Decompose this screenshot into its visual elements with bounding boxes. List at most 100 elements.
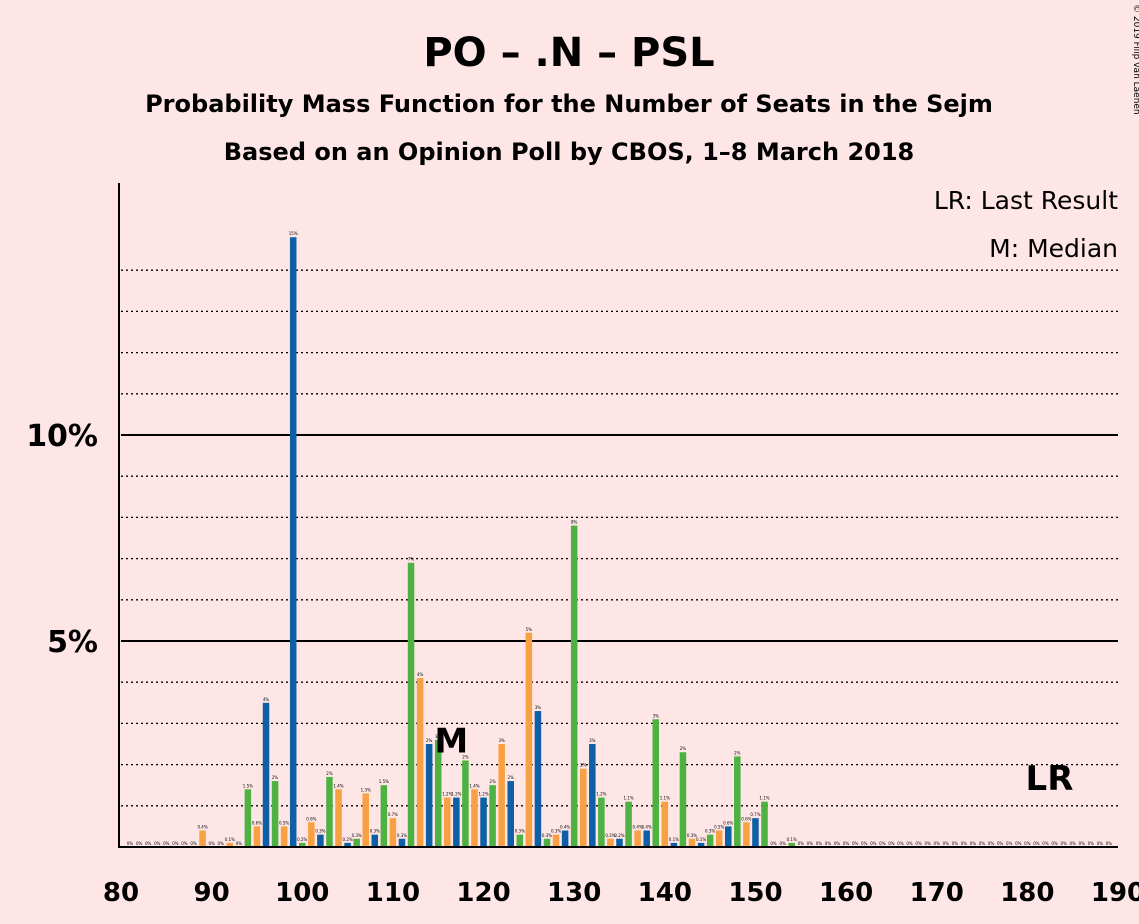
seat-bar — [471, 789, 478, 847]
bar-value-label: 0.2% — [614, 833, 624, 838]
bar-value-label: 0% — [906, 841, 913, 846]
bar-value-label: 0.5% — [714, 825, 724, 830]
x-tick-label: 170 — [910, 878, 964, 908]
legend-median: M: Median — [989, 234, 1118, 263]
bar-value-label: 5% — [526, 627, 533, 632]
seat-bar — [616, 838, 623, 847]
bar-value-label: 0.3% — [551, 829, 561, 834]
bar-value-label: 3% — [589, 738, 596, 743]
chart-title: PO – .N – PSL — [423, 30, 714, 76]
seat-bar — [425, 744, 433, 847]
bar-value-label: 0% — [181, 841, 188, 846]
seat-bar — [489, 785, 496, 847]
seat-bar — [335, 789, 342, 847]
seat-bar — [453, 797, 460, 847]
x-tick-label: 190 — [1091, 878, 1139, 908]
y-axis-ticks: 5% 10% — [26, 419, 98, 660]
bar-value-label: 0% — [1079, 841, 1086, 846]
bar-value-label: 0% — [997, 841, 1004, 846]
seat-bar — [552, 834, 560, 847]
bar-value-label: 0% — [208, 841, 215, 846]
seat-bar — [525, 632, 533, 847]
seat-bar — [743, 822, 750, 847]
seat-bar — [344, 842, 351, 847]
gridlines — [121, 269, 1118, 807]
bar-value-label: 0% — [943, 841, 950, 846]
y-tick-label: 10% — [26, 419, 98, 454]
bar-value-label: 2% — [272, 775, 279, 780]
bar-value-label: 0.3% — [370, 829, 380, 834]
chart-subtitle: Probability Mass Function for the Number… — [145, 90, 993, 118]
bar-value-label: 0% — [127, 841, 134, 846]
bar-value-label: 3% — [653, 713, 660, 718]
x-tick-label: 130 — [547, 878, 601, 908]
bar-value-label: 1.5% — [379, 779, 389, 784]
bar-value-label: 0.1% — [225, 837, 235, 842]
seat-bar — [543, 838, 551, 847]
x-tick-label: 180 — [1000, 878, 1054, 908]
seat-bar — [534, 711, 542, 847]
seat-bar — [725, 826, 732, 847]
bar-value-label: 2% — [580, 763, 587, 768]
bar-value-label: 0.1% — [669, 837, 679, 842]
bar-value-label: 1.1% — [623, 796, 633, 801]
bar-value-label: 1.2% — [478, 792, 488, 797]
bar-value-label: 0% — [1088, 841, 1095, 846]
seat-bar — [507, 781, 514, 847]
bar-value-label: 0% — [1097, 841, 1104, 846]
seat-bar — [299, 842, 306, 847]
seat-bar — [199, 830, 206, 847]
bar-value-label: 0.4% — [560, 825, 570, 830]
seat-bar — [634, 830, 641, 847]
bar-value-label: 0% — [879, 841, 886, 846]
seat-bar — [697, 842, 705, 847]
bar-value-label: 7% — [408, 557, 415, 562]
seat-bar — [362, 793, 369, 847]
bar-value-label: 1.2% — [596, 792, 606, 797]
legend-last-result: LR: Last Result — [934, 186, 1118, 215]
x-tick-label: 150 — [728, 878, 782, 908]
seat-bar — [516, 834, 524, 847]
seat-bar — [688, 838, 696, 847]
bar-value-label: 0.7% — [388, 812, 398, 817]
seat-bar — [262, 702, 270, 847]
chart-subtitle-poll: Based on an Opinion Poll by CBOS, 1–8 Ma… — [224, 138, 914, 166]
bar-value-label: 0.3% — [605, 833, 615, 838]
seat-bar — [670, 842, 678, 847]
seat-bar — [416, 678, 424, 847]
seat-bar — [398, 838, 406, 847]
bar-value-label: 2% — [734, 750, 741, 755]
seat-bar — [462, 760, 469, 847]
bar-value-label: 2% — [489, 779, 496, 784]
bar-value-label: 0.6% — [252, 820, 262, 825]
bar-value-label: 1.4% — [333, 783, 343, 788]
bar-value-label: 8% — [571, 520, 578, 525]
seat-bar — [706, 834, 714, 847]
bar-value-label: 0% — [1015, 841, 1022, 846]
bar-value-label: 0% — [924, 841, 931, 846]
seat-bar — [226, 842, 234, 847]
bar-value-label: 0% — [1033, 841, 1040, 846]
seat-bar — [326, 776, 333, 847]
seat-bar — [625, 801, 632, 847]
bar-value-label: 0.6% — [741, 816, 751, 821]
bar-value-label: 0.4% — [633, 825, 643, 830]
bar-value-label: 0% — [1070, 841, 1077, 846]
bar-value-label: 0% — [961, 841, 968, 846]
bar-value-label: 4% — [417, 672, 424, 677]
bar-value-label: 1.1% — [759, 796, 769, 801]
bar-value-label: 0.2% — [343, 837, 353, 842]
seat-bar — [734, 756, 741, 847]
bar-value-label: 0.3% — [515, 829, 525, 834]
bar-value-label: 0.3% — [397, 833, 407, 838]
bar-value-label: 0.7% — [750, 812, 760, 817]
bars — [199, 237, 795, 848]
seat-bar — [317, 834, 324, 847]
bar-value-label: 1.3% — [361, 787, 371, 792]
bar-value-label: 0% — [1060, 841, 1067, 846]
bar-value-label: 0% — [190, 841, 197, 846]
seat-bar — [715, 830, 723, 847]
bar-value-label: 0% — [834, 841, 841, 846]
seat-bar — [589, 744, 596, 847]
